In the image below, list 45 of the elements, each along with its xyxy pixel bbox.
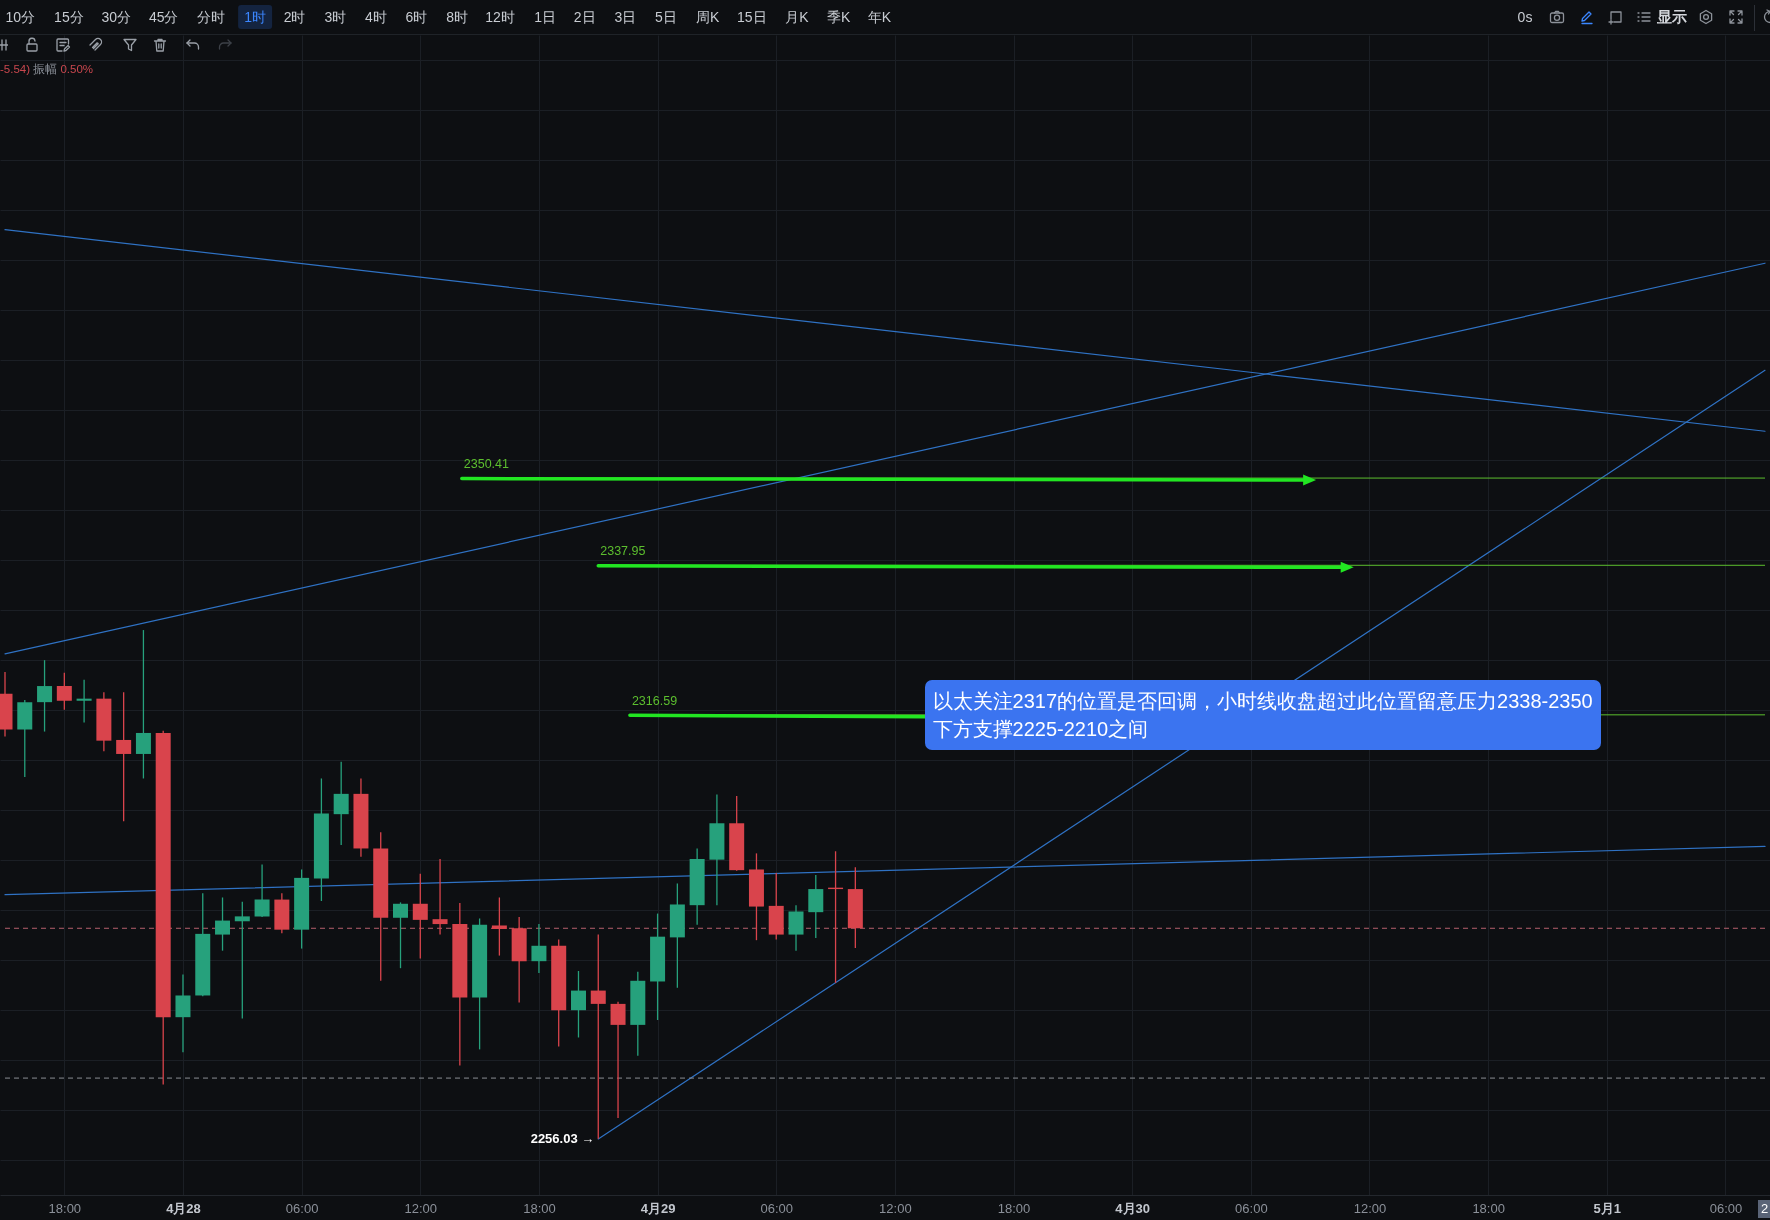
text: 月K (784, 8, 810, 27)
x-tick-label: 06:00 (760, 1200, 794, 1216)
text: 8时 (445, 8, 470, 27)
text: 3时 (323, 8, 348, 27)
annotation: -5.54) 振幅 0.50% (0, 63, 94, 75)
x-tick-label: 18:00 (48, 1200, 82, 1216)
text: 0s (1517, 9, 1533, 25)
text: 10分 (4, 8, 37, 27)
text: 45分 (147, 8, 180, 27)
annotation: 2256.03 → (530, 1130, 595, 1146)
x-tick-label: 4月30 (1115, 1200, 1151, 1216)
x-tick-label: 12:00 (404, 1200, 438, 1216)
x-tick-label: 18:00 (1472, 1200, 1505, 1216)
x-tick-label: 12:00 (879, 1200, 912, 1216)
text: 4时 (364, 8, 388, 27)
text: 5日 (654, 8, 678, 27)
x-tick-label: 18:00 (997, 1200, 1031, 1216)
text: 15日 (736, 8, 768, 27)
annotation: 以太关注2317的位置是否回调，小时线收盘超过此位置留意压力2338-2350 下方支撑2225-2210之间 (932, 688, 1593, 742)
x-tick-label: 06:00 (1235, 1200, 1268, 1216)
text: 分时 (196, 8, 227, 27)
text: 3日 (613, 8, 638, 27)
ref-line-label: 2350.41 (463, 457, 510, 472)
text: 2 (1758, 1200, 1770, 1218)
x-tick-label: 06:00 (1709, 1200, 1743, 1216)
text: 年K (866, 8, 892, 27)
x-tick-label: 12:00 (1353, 1200, 1387, 1216)
text: 2日 (572, 8, 597, 27)
x-tick-label: 18:00 (523, 1200, 556, 1216)
text: 周K (695, 8, 721, 27)
text: 6时 (404, 8, 429, 27)
x-tick-label: 4月29 (640, 1200, 676, 1216)
text: 显示 (1657, 8, 1687, 25)
text: 1时 (238, 5, 272, 29)
text: 30分 (100, 8, 133, 27)
text: 12时 (484, 8, 516, 27)
text: 季K (826, 8, 852, 27)
x-tick-label: 5月1 (1593, 1200, 1622, 1216)
x-tick-label: 4月28 (166, 1200, 201, 1216)
ref-line-label: 2316.59 (631, 693, 678, 708)
text: 15分 (53, 8, 85, 27)
text: 2时 (282, 8, 307, 27)
text: 1日 (533, 8, 558, 27)
ref-line-label: 2337.95 (600, 544, 646, 559)
x-tick-label: 06:00 (285, 1200, 319, 1216)
